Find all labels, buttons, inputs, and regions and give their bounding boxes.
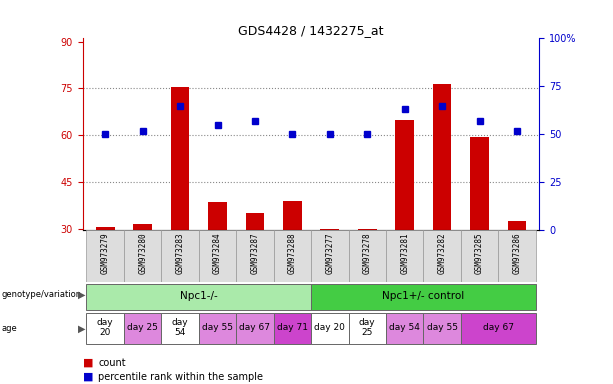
Bar <box>311 313 349 344</box>
Text: day
25: day 25 <box>359 318 376 337</box>
Bar <box>161 313 199 344</box>
Text: GSM973284: GSM973284 <box>213 232 222 273</box>
Bar <box>236 230 273 282</box>
Text: genotype/variation: genotype/variation <box>1 290 82 300</box>
Bar <box>86 313 124 344</box>
Text: ▶: ▶ <box>78 323 85 333</box>
Text: day
20: day 20 <box>97 318 113 337</box>
Bar <box>236 313 273 344</box>
Bar <box>246 213 264 230</box>
Bar <box>86 284 311 310</box>
Bar <box>199 230 236 282</box>
Text: day 71: day 71 <box>277 323 308 332</box>
Text: day 55: day 55 <box>202 323 233 332</box>
Bar <box>96 227 115 230</box>
Bar <box>349 313 386 344</box>
Bar <box>171 87 189 230</box>
Text: GSM973281: GSM973281 <box>400 232 409 273</box>
Text: day 20: day 20 <box>314 323 345 332</box>
Text: day 67: day 67 <box>240 323 270 332</box>
Title: GDS4428 / 1432275_at: GDS4428 / 1432275_at <box>238 24 384 37</box>
Bar <box>208 202 227 230</box>
Text: GSM973278: GSM973278 <box>363 232 371 273</box>
Text: day 55: day 55 <box>427 323 458 332</box>
Bar <box>395 119 414 230</box>
Bar <box>349 230 386 282</box>
Text: Npc1+/- control: Npc1+/- control <box>383 291 465 301</box>
Text: GSM973288: GSM973288 <box>288 232 297 273</box>
Bar <box>273 313 311 344</box>
Text: count: count <box>98 358 126 368</box>
Bar <box>461 230 498 282</box>
Text: day
54: day 54 <box>172 318 188 337</box>
Text: GSM973280: GSM973280 <box>138 232 147 273</box>
Text: ▶: ▶ <box>78 290 85 300</box>
Bar <box>386 313 424 344</box>
Bar <box>311 230 349 282</box>
Bar <box>124 230 161 282</box>
Bar <box>470 137 489 230</box>
Text: Npc1-/-: Npc1-/- <box>180 291 218 301</box>
Bar <box>273 230 311 282</box>
Bar <box>199 313 236 344</box>
Text: GSM973282: GSM973282 <box>438 232 447 273</box>
Bar <box>508 221 527 230</box>
Bar <box>133 224 152 230</box>
Bar <box>461 313 536 344</box>
Bar <box>321 229 339 230</box>
Bar <box>386 230 424 282</box>
Bar <box>124 313 161 344</box>
Text: day 67: day 67 <box>483 323 514 332</box>
Bar <box>161 230 199 282</box>
Text: ■: ■ <box>83 358 93 368</box>
Text: GSM973283: GSM973283 <box>175 232 185 273</box>
Bar <box>424 313 461 344</box>
Bar <box>358 229 376 230</box>
Text: GSM973285: GSM973285 <box>475 232 484 273</box>
Text: GSM973287: GSM973287 <box>251 232 259 273</box>
Text: day 25: day 25 <box>128 323 158 332</box>
Text: GSM973279: GSM973279 <box>101 232 110 273</box>
Text: day 54: day 54 <box>389 323 420 332</box>
Bar <box>311 284 536 310</box>
Text: GSM973286: GSM973286 <box>512 232 522 273</box>
Text: age: age <box>1 324 17 333</box>
Bar <box>283 201 302 230</box>
Text: GSM973277: GSM973277 <box>326 232 334 273</box>
Text: percentile rank within the sample: percentile rank within the sample <box>98 372 263 382</box>
Text: ■: ■ <box>83 372 93 382</box>
Bar <box>86 230 124 282</box>
Bar <box>498 230 536 282</box>
Bar <box>424 230 461 282</box>
Bar <box>433 84 451 230</box>
